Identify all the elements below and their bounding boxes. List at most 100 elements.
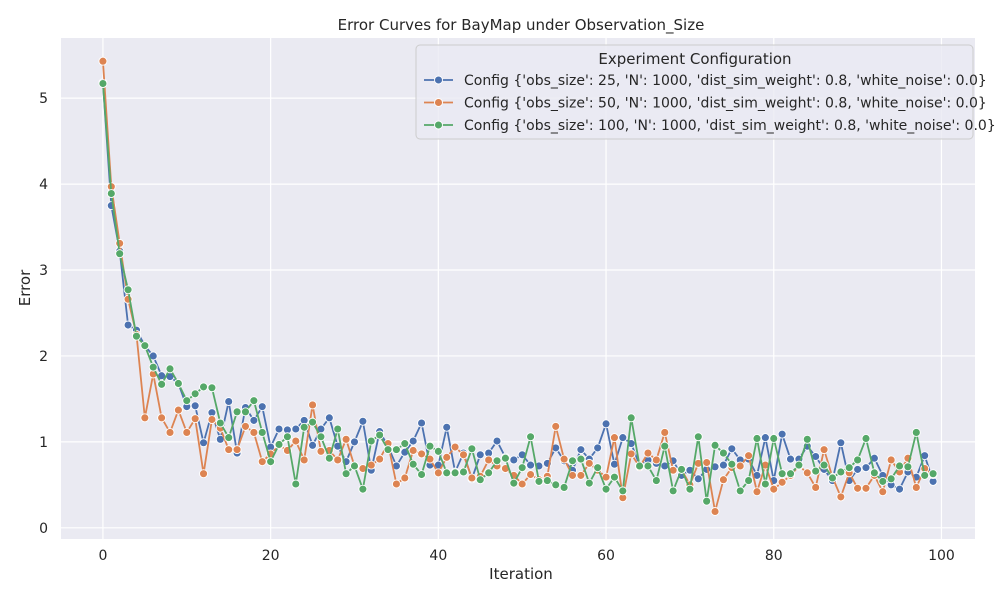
data-point bbox=[517, 479, 527, 489]
data-point bbox=[609, 433, 619, 443]
data-point bbox=[702, 458, 712, 467]
data-point bbox=[500, 453, 510, 463]
data-point bbox=[358, 484, 368, 494]
data-point bbox=[333, 455, 343, 465]
data-point bbox=[551, 421, 561, 431]
data-point bbox=[467, 473, 477, 483]
data-point bbox=[106, 189, 116, 198]
data-point bbox=[827, 473, 837, 483]
data-point bbox=[584, 458, 594, 468]
data-point bbox=[375, 454, 385, 464]
data-point bbox=[559, 482, 569, 492]
data-point bbox=[199, 469, 209, 479]
data-point bbox=[442, 452, 452, 462]
data-point bbox=[433, 446, 443, 456]
data-point bbox=[241, 407, 250, 417]
legend-label: Config {'obs_size': 100, 'N': 1000, 'dis… bbox=[464, 118, 996, 134]
data-point bbox=[257, 402, 267, 412]
series-line bbox=[102, 61, 934, 513]
data-point bbox=[224, 433, 234, 443]
legend-box bbox=[415, 44, 974, 140]
series-3 bbox=[98, 79, 938, 506]
data-point bbox=[308, 417, 318, 427]
data-point bbox=[786, 469, 795, 479]
data-point bbox=[769, 434, 779, 443]
data-point bbox=[584, 478, 594, 488]
x-tick-label: 20 bbox=[262, 548, 280, 564]
data-point bbox=[635, 461, 645, 471]
data-point bbox=[190, 401, 200, 411]
data-point bbox=[651, 476, 661, 486]
data-point bbox=[601, 419, 611, 429]
data-point bbox=[199, 438, 209, 448]
chart-title: Error Curves for BayMap under Observatio… bbox=[338, 16, 705, 35]
data-point bbox=[308, 440, 318, 450]
data-point bbox=[316, 432, 326, 442]
data-point bbox=[895, 484, 904, 494]
data-point bbox=[811, 482, 821, 492]
y-tick-label: 3 bbox=[39, 263, 48, 279]
data-point bbox=[576, 470, 586, 480]
data-point bbox=[777, 477, 787, 487]
data-point bbox=[383, 445, 393, 455]
data-point bbox=[450, 442, 460, 452]
data-point bbox=[777, 429, 787, 439]
legend-title: Experiment Configuration bbox=[598, 50, 791, 68]
data-point bbox=[467, 444, 477, 454]
data-point bbox=[618, 486, 628, 496]
data-point bbox=[148, 362, 158, 372]
data-point bbox=[257, 457, 267, 467]
data-point bbox=[844, 463, 854, 473]
data-point bbox=[886, 474, 896, 484]
data-point bbox=[199, 382, 209, 392]
data-point bbox=[710, 507, 720, 516]
legend-swatch-marker bbox=[434, 98, 443, 107]
data-point bbox=[291, 479, 301, 489]
legend-label: Config {'obs_size': 50, 'N': 1000, 'dist… bbox=[464, 96, 987, 112]
data-point bbox=[744, 476, 754, 486]
data-point bbox=[886, 455, 896, 465]
data-point bbox=[517, 463, 527, 473]
data-point bbox=[526, 460, 536, 470]
y-tick-label: 4 bbox=[39, 177, 48, 193]
data-point bbox=[182, 396, 192, 406]
data-point bbox=[291, 424, 301, 434]
data-point bbox=[224, 445, 234, 455]
data-point bbox=[442, 422, 452, 432]
data-point bbox=[735, 486, 745, 496]
data-point bbox=[274, 424, 284, 434]
data-point bbox=[601, 484, 611, 494]
data-point bbox=[911, 482, 921, 492]
data-point bbox=[752, 434, 762, 443]
data-point bbox=[509, 478, 519, 488]
data-point bbox=[291, 436, 301, 446]
data-point bbox=[115, 249, 125, 259]
data-point bbox=[157, 413, 167, 423]
data-point bbox=[98, 79, 108, 88]
tick-labels: 0 20 40 60 80 100 0 1 2 3 4 5 bbox=[39, 91, 955, 564]
data-point bbox=[626, 413, 636, 423]
data-point bbox=[232, 445, 242, 455]
data-point bbox=[593, 463, 603, 473]
data-point bbox=[274, 440, 284, 449]
data-point bbox=[660, 441, 670, 451]
data-point bbox=[324, 453, 334, 463]
legend-entry: Config {'obs_size': 25, 'N': 1000, 'dist… bbox=[424, 73, 987, 89]
data-point bbox=[718, 460, 728, 470]
data-point bbox=[593, 443, 603, 453]
data-point bbox=[819, 460, 829, 470]
data-point bbox=[123, 285, 133, 295]
data-point bbox=[358, 416, 368, 426]
data-point bbox=[484, 455, 494, 465]
data-point bbox=[132, 331, 141, 341]
data-point bbox=[459, 450, 468, 460]
data-point bbox=[643, 448, 653, 458]
x-tick-label: 0 bbox=[98, 548, 107, 564]
data-point bbox=[643, 461, 653, 471]
data-point bbox=[718, 448, 728, 458]
data-point bbox=[836, 467, 846, 477]
data-point bbox=[526, 470, 536, 479]
data-point bbox=[207, 383, 217, 393]
data-point bbox=[484, 468, 494, 478]
